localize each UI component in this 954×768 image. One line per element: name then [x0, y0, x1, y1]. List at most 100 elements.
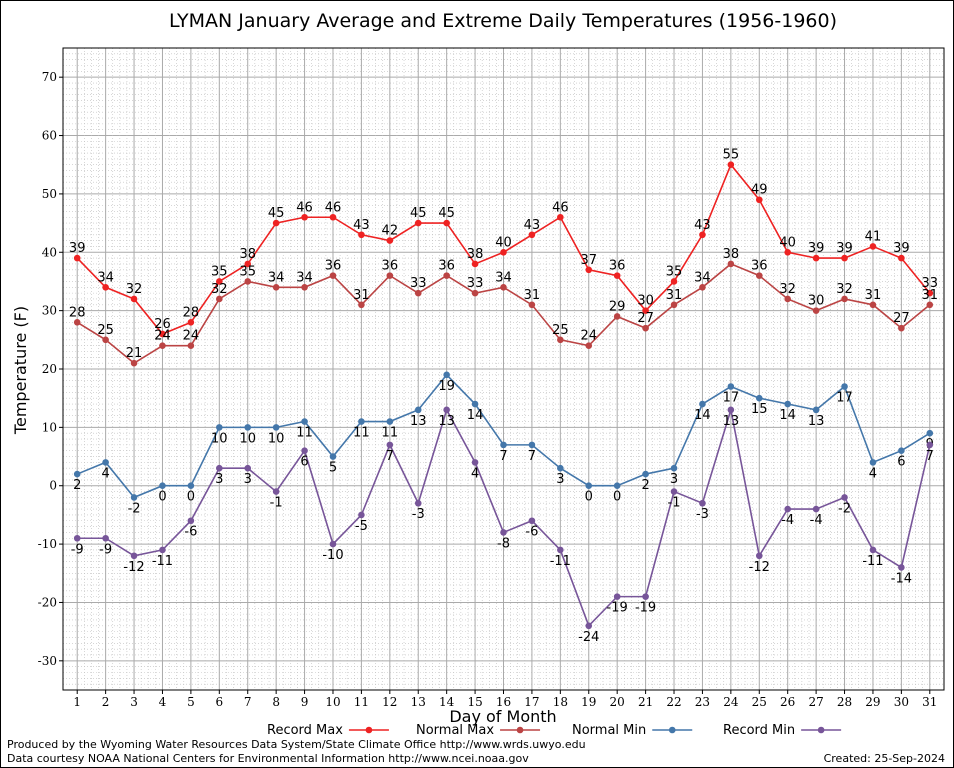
data-label: 3: [556, 472, 564, 487]
x-tick-label: 11: [354, 695, 369, 709]
chart-title: LYMAN January Average and Extreme Daily …: [169, 10, 837, 32]
data-label: 17: [723, 391, 740, 406]
data-label: 38: [723, 247, 740, 262]
data-label: 31: [524, 288, 541, 303]
y-tick-label: 40: [42, 245, 57, 259]
data-point: [244, 278, 252, 285]
data-label: -11: [862, 554, 883, 569]
data-label: 6: [897, 455, 905, 470]
data-point: [414, 406, 422, 414]
data-point: [159, 482, 166, 490]
data-point: [159, 546, 166, 554]
data-point: [272, 219, 280, 227]
data-point: [557, 464, 564, 472]
data-label: 0: [158, 490, 166, 505]
data-label: 15: [751, 402, 768, 417]
x-tick-label: 20: [610, 695, 625, 709]
data-label: 30: [808, 294, 825, 309]
data-point: [642, 324, 649, 332]
data-point: [926, 429, 934, 437]
data-point: [642, 470, 649, 478]
data-label: -9: [71, 542, 84, 557]
data-label: 34: [97, 270, 114, 285]
x-tick-label: 15: [467, 695, 482, 709]
data-point: [102, 534, 109, 542]
data-point: [841, 383, 848, 390]
data-label: 30: [637, 294, 654, 309]
data-label: 36: [751, 259, 768, 274]
data-point: [784, 248, 791, 256]
data-point: [557, 546, 564, 554]
data-point: [102, 336, 109, 344]
data-point: [187, 517, 195, 525]
data-point: [869, 459, 877, 466]
data-point: [898, 564, 905, 571]
data-point: [130, 359, 138, 367]
data-point: [272, 488, 280, 495]
data-point: [841, 254, 848, 262]
legend-marker: [817, 726, 825, 734]
data-label: 31: [865, 288, 882, 303]
data-point: [471, 400, 479, 408]
data-label: 45: [268, 206, 285, 221]
data-label: 33: [467, 276, 484, 291]
x-tick-label: 29: [865, 695, 880, 709]
data-label: 13: [438, 414, 455, 429]
data-label: -10: [322, 548, 343, 563]
data-label: 28: [183, 305, 200, 320]
data-point: [301, 213, 308, 221]
x-tick-label: 27: [808, 695, 823, 709]
data-label: 39: [893, 241, 910, 256]
data-label: 26: [154, 317, 171, 332]
data-label: -24: [578, 630, 599, 645]
data-label: 33: [410, 276, 427, 291]
data-label: 11: [382, 426, 399, 441]
data-point: [73, 319, 81, 326]
data-label: 45: [438, 206, 455, 221]
x-tick-label: 13: [411, 695, 426, 709]
data-point: [557, 213, 564, 221]
data-label: 40: [779, 235, 796, 250]
series-normal-min: 2 4 -2 0 0 10 10 10 11 5 11 11 13 19 14 7 7 3 0 0 2 3 14 17 15 14…: [73, 371, 934, 516]
data-label: 29: [609, 299, 626, 314]
data-point: [528, 517, 536, 525]
data-label: -1: [270, 496, 283, 511]
data-label: 14: [694, 408, 711, 423]
data-label: 2: [73, 478, 81, 493]
data-point: [386, 237, 394, 244]
data-label: 27: [637, 311, 654, 326]
x-tick-label: 28: [837, 695, 852, 709]
data-label: 7: [499, 449, 507, 464]
data-label: -9: [99, 542, 112, 557]
data-point: [613, 313, 621, 320]
data-point: [216, 278, 223, 285]
series-record-min: -9 -9-12 -11-63 3-16-10-57-3134-8-6-11-24-1…: [71, 406, 934, 645]
data-point: [130, 494, 138, 501]
data-point: [187, 342, 195, 349]
data-label: 13: [410, 414, 427, 429]
data-point: [812, 307, 820, 314]
data-point: [670, 301, 678, 309]
data-point: [755, 552, 763, 560]
data-label: -11: [152, 554, 173, 569]
y-tick-label: -30: [38, 654, 57, 668]
data-label: 3: [215, 472, 223, 487]
x-tick-label: 2: [102, 695, 110, 709]
data-label: -12: [749, 560, 770, 575]
legend-label: Normal Max: [416, 723, 494, 738]
data-label: 2: [641, 478, 649, 493]
x-tick-label: 21: [638, 695, 653, 709]
y-tick-label: 0: [49, 479, 57, 493]
data-point: [727, 161, 735, 169]
x-tick-label: 16: [496, 695, 511, 709]
data-label: 41: [865, 229, 882, 244]
data-label: 43: [353, 218, 370, 233]
data-label: 24: [580, 329, 597, 344]
data-point: [216, 295, 223, 303]
data-label: -11: [550, 554, 571, 569]
data-point: [727, 260, 735, 268]
data-point: [301, 418, 308, 425]
data-label: 39: [69, 241, 86, 256]
data-point: [926, 289, 934, 297]
x-tick-label: 5: [187, 695, 195, 709]
